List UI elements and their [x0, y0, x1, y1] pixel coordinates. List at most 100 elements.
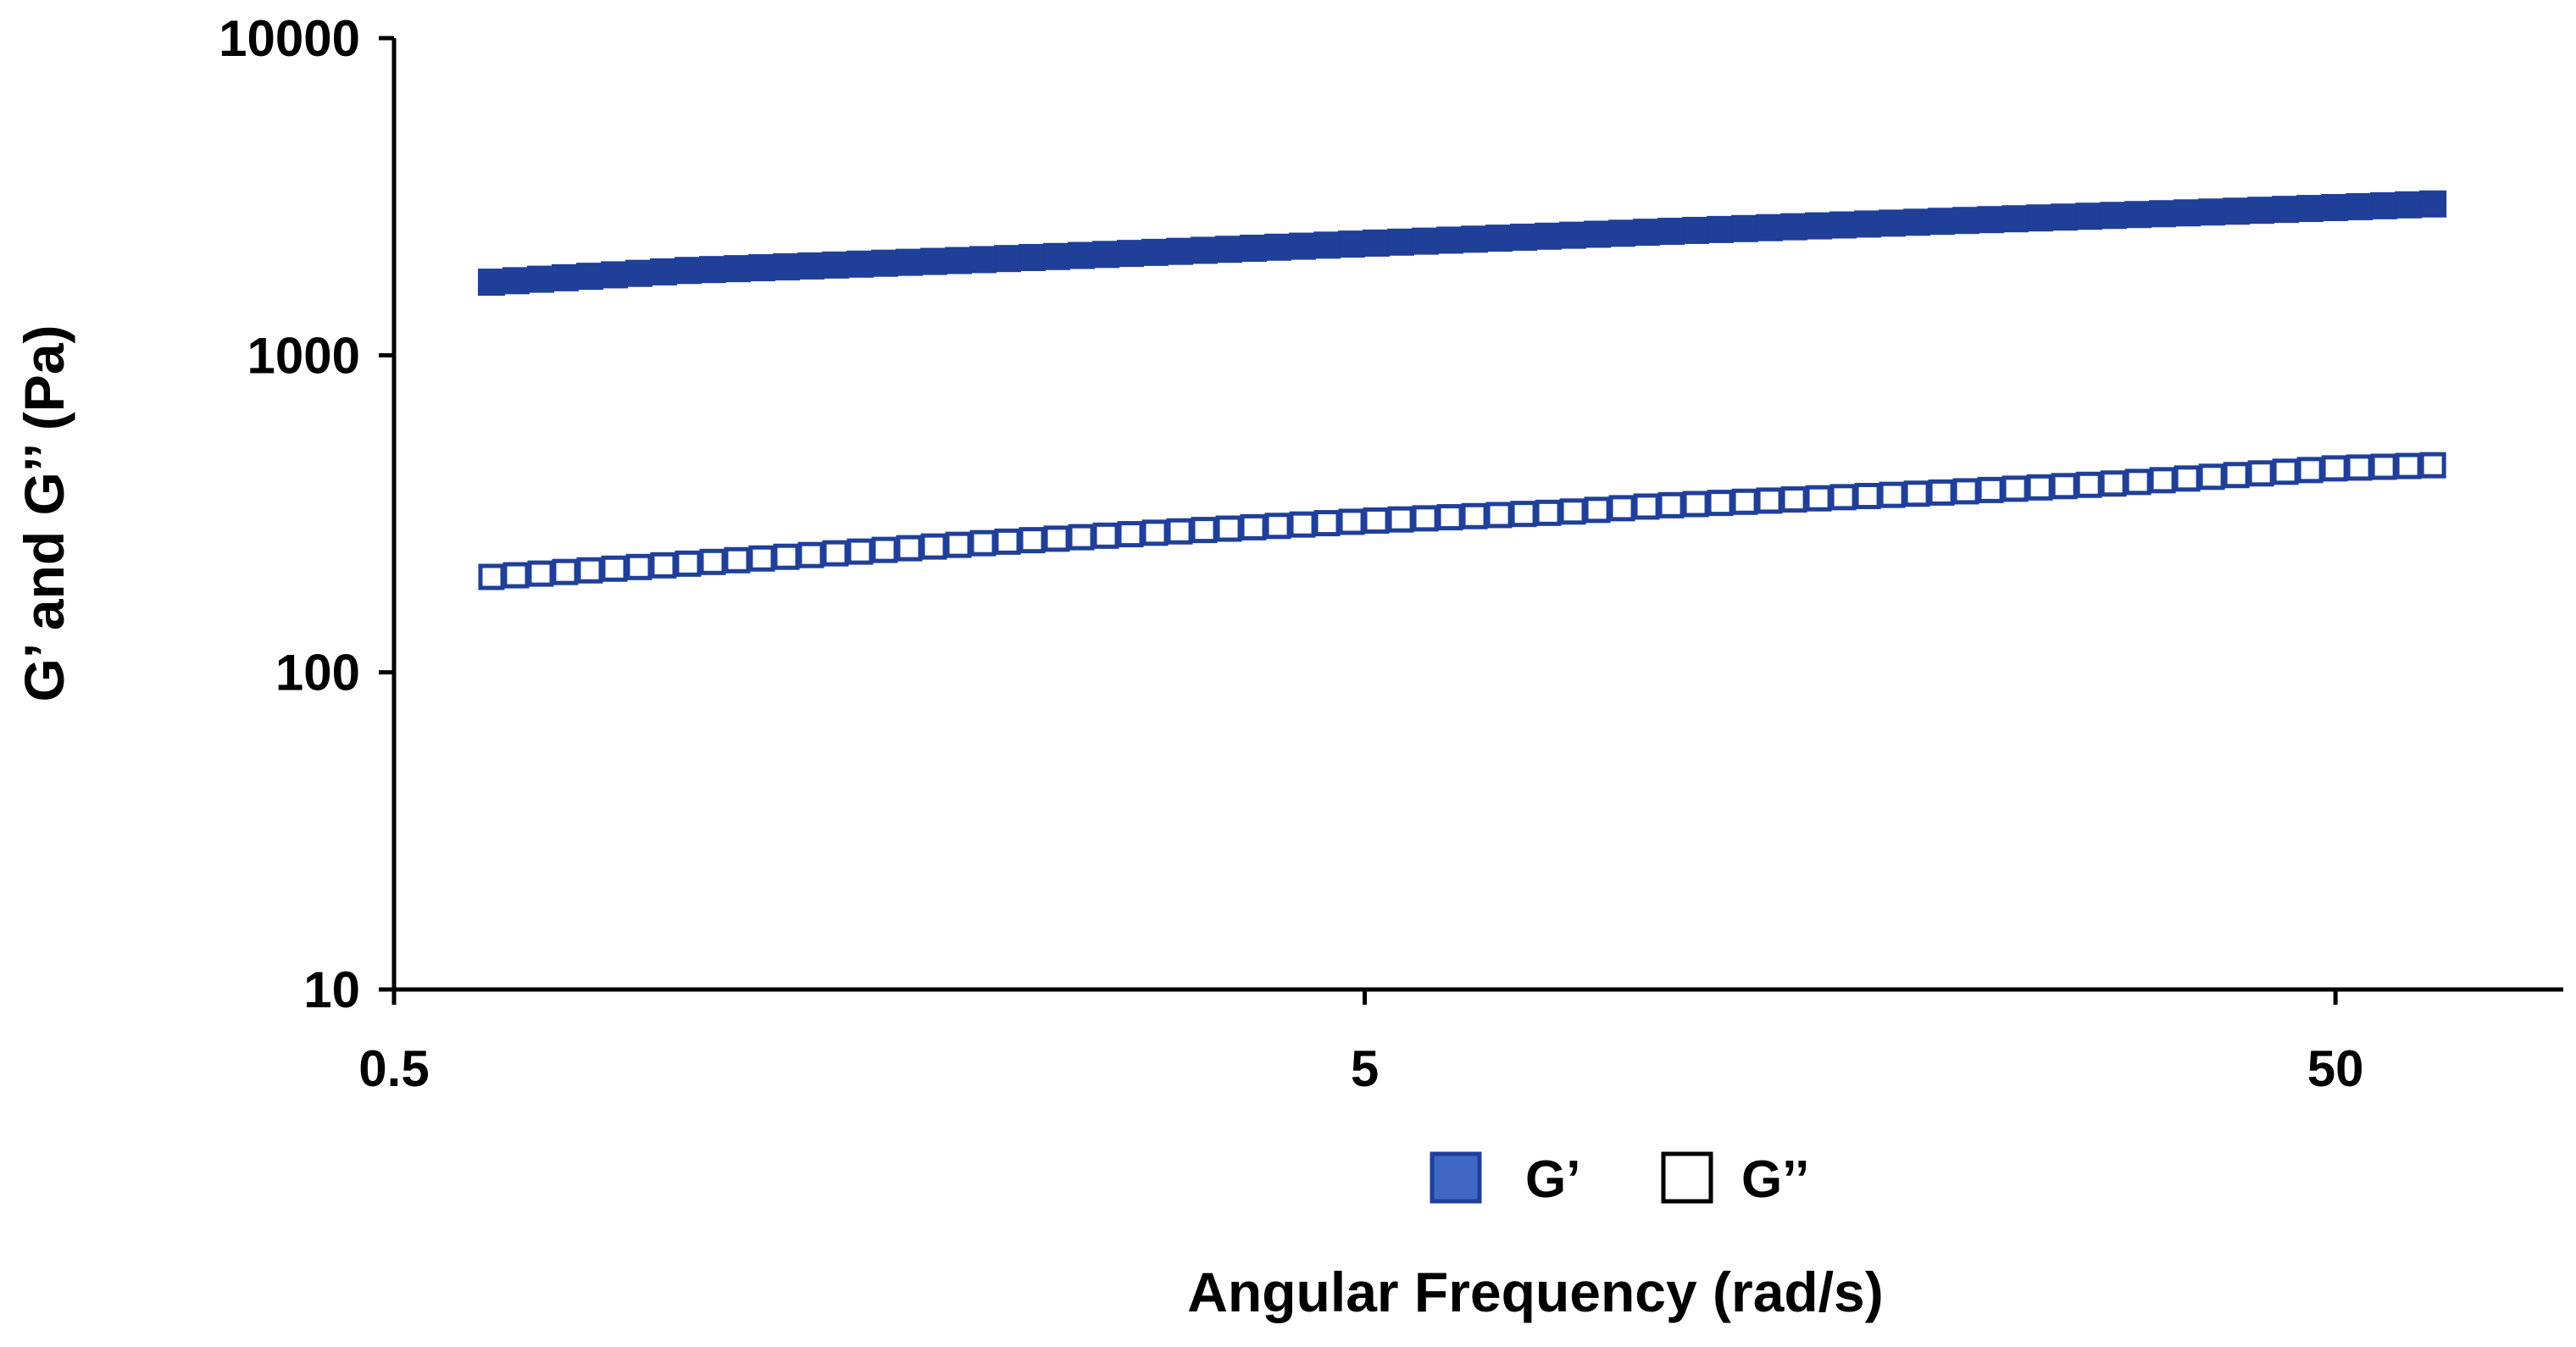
data-point	[724, 546, 751, 574]
data-point	[2272, 458, 2299, 485]
data-point	[2100, 202, 2128, 230]
data-point	[1829, 211, 1857, 239]
data-point	[649, 258, 677, 285]
data-point	[1363, 229, 1391, 257]
data-point	[2174, 199, 2201, 227]
data-point	[1461, 502, 1488, 529]
data-point	[1166, 237, 1194, 265]
data-point	[1903, 480, 1930, 507]
data-point	[1215, 236, 1243, 263]
data-point	[2149, 467, 2176, 494]
data-point	[2223, 462, 2250, 489]
data-point	[2026, 474, 2053, 501]
legend-label-g-double-prime: G’’	[1741, 1150, 1809, 1209]
data-point	[1019, 527, 1046, 554]
data-point	[1436, 504, 1463, 531]
x-tick-label: 0.5	[358, 1040, 429, 1097]
data-point	[1387, 228, 1415, 256]
data-point	[600, 261, 628, 289]
data-point	[1141, 238, 1169, 266]
data-point	[1707, 215, 1735, 243]
data-point	[2419, 452, 2446, 479]
data-point	[773, 252, 801, 280]
data-point	[1903, 208, 1931, 236]
data-point	[1608, 219, 1636, 247]
y-tick-label: 100	[275, 645, 360, 701]
data-point	[1264, 233, 1292, 261]
data-point	[1559, 221, 1587, 249]
data-point	[650, 552, 677, 579]
data-point	[847, 250, 874, 278]
data-point	[1117, 521, 1144, 548]
data-point	[1584, 496, 1611, 524]
data-point	[748, 254, 776, 282]
data-point	[502, 562, 530, 589]
data-point	[552, 558, 579, 585]
axes	[379, 38, 2563, 992]
data-point	[2198, 463, 2225, 491]
data-point	[1682, 216, 1710, 244]
data-point	[1363, 507, 1390, 534]
data-point	[2075, 202, 2103, 230]
data-point	[2051, 473, 2078, 500]
data-point	[2223, 197, 2251, 225]
data-point	[699, 256, 727, 284]
data-point	[2001, 475, 2029, 502]
data-point	[2419, 190, 2447, 218]
series-g-double-prime	[478, 452, 2446, 590]
data-point	[1338, 508, 1365, 535]
y-tick-label: 10	[303, 962, 360, 1018]
data-point	[2100, 470, 2127, 497]
data-point	[2051, 203, 2079, 231]
data-point	[2321, 455, 2348, 482]
series-group	[477, 190, 2447, 590]
data-point	[1731, 214, 1759, 242]
data-point	[1879, 481, 1906, 508]
data-point	[994, 528, 1021, 555]
data-point	[576, 557, 603, 584]
legend-label-g-prime: G’	[1525, 1150, 1580, 1209]
data-point	[1240, 513, 1267, 540]
data-point	[969, 246, 997, 274]
data-point	[724, 255, 752, 283]
x-ticks: 0.5 5 50	[358, 989, 2364, 1097]
data-point	[1657, 491, 1685, 518]
data-point	[1485, 502, 1513, 529]
data-point	[2124, 201, 2152, 229]
data-point	[847, 538, 874, 565]
data-point	[1707, 490, 1734, 517]
data-point	[1313, 510, 1341, 537]
data-point	[1805, 212, 1833, 240]
series-g-prime	[477, 190, 2447, 297]
data-point	[1485, 224, 1513, 252]
data-point	[1731, 488, 1758, 515]
data-point	[945, 247, 973, 274]
data-point	[871, 249, 899, 277]
data-point	[1068, 524, 1095, 551]
data-point	[1977, 476, 2004, 503]
data-point	[1928, 208, 1956, 236]
data-point	[1633, 219, 1661, 247]
data-point	[1657, 218, 1685, 246]
data-point	[2296, 195, 2324, 223]
data-point	[2198, 198, 2226, 226]
data-point	[1854, 210, 1882, 238]
y-tick-label: 1000	[247, 327, 360, 384]
data-point	[920, 533, 947, 560]
data-point	[2296, 457, 2323, 484]
data-point	[1535, 222, 1563, 250]
data-point	[1584, 220, 1612, 248]
data-point	[1510, 223, 1538, 251]
data-point	[969, 529, 997, 557]
x-tick-label: 5	[1351, 1040, 1379, 1097]
data-point	[1068, 241, 1096, 269]
data-point	[896, 248, 924, 276]
data-point	[1436, 226, 1464, 254]
data-point	[625, 259, 652, 287]
data-point	[1313, 231, 1341, 259]
data-point	[1879, 209, 1907, 237]
data-point	[2395, 191, 2423, 219]
data-point	[1559, 498, 1586, 525]
data-point	[945, 531, 972, 558]
